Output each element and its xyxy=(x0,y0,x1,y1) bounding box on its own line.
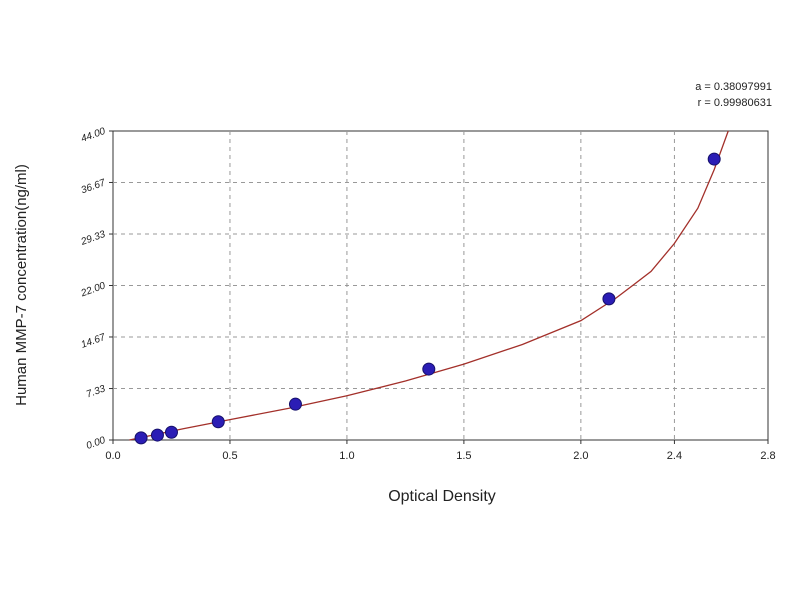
y-tick-label: 36.67 xyxy=(80,177,108,196)
y-tick-label: 44.00 xyxy=(80,126,108,145)
data-point xyxy=(211,415,225,429)
x-tick-label: 1.5 xyxy=(456,450,471,462)
y-tick-label: 29.33 xyxy=(79,229,108,248)
data-point xyxy=(602,292,616,306)
data-point xyxy=(288,397,302,411)
y-tick-label: 14.67 xyxy=(80,332,108,351)
x-tick-label: 0.0 xyxy=(105,450,120,462)
data-point xyxy=(707,152,721,166)
y-tick-label: 7.33 xyxy=(85,383,107,400)
data-point xyxy=(422,362,436,376)
x-axis-label: Optical Density xyxy=(388,488,496,505)
y-tick-label: 0.00 xyxy=(85,435,107,452)
y-tick-label: 22.00 xyxy=(79,280,108,299)
annotation: r = 0.99980631 xyxy=(698,97,772,109)
x-tick-label: 0.5 xyxy=(222,450,237,462)
x-tick-label: 2.4 xyxy=(667,450,682,462)
annotation: a = 0.38097991 xyxy=(695,81,772,93)
data-point xyxy=(134,431,148,445)
x-tick-label: 2.0 xyxy=(573,450,588,462)
data-point xyxy=(164,425,178,439)
x-tick-label: 1.0 xyxy=(339,450,354,462)
x-tick-label: 2.8 xyxy=(760,450,775,462)
data-point xyxy=(150,428,164,442)
fit-curve xyxy=(129,130,729,441)
y-axis-label: Human MMP-7 concentration(ng/ml) xyxy=(13,164,30,406)
